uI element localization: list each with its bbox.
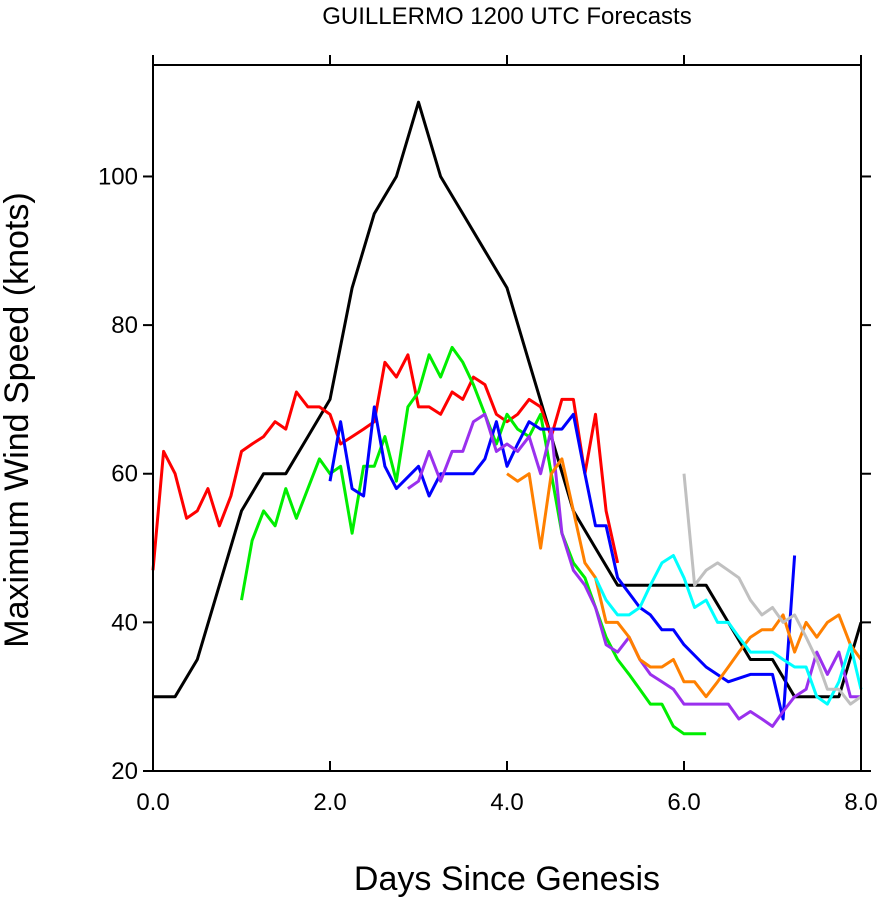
forecast-series-line [594, 554, 863, 706]
x-tick-label: 4.0 [490, 789, 523, 816]
ticks-layer: 0.0 2.0 4.0 6.0 8.0 20 40 60 80 100 [98, 55, 878, 816]
forecast-series-line [240, 345, 707, 736]
forecast-series-line [151, 353, 620, 571]
y-tick-label: 20 [111, 758, 138, 785]
forecast-series-line [407, 412, 861, 728]
forecast-series-line [682, 473, 862, 706]
x-axis-label: Days Since Genesis [354, 860, 660, 898]
y-tick-label: 40 [111, 609, 138, 636]
x-tick-label: 6.0 [667, 789, 700, 816]
x-tick-label: 0.0 [136, 789, 169, 816]
chart-title: GUILLERMO 1200 UTC Forecasts [322, 3, 691, 30]
forecast-series-line [328, 405, 797, 721]
y-tick-label: 60 [111, 461, 138, 488]
y-tick-label: 100 [98, 163, 138, 190]
y-axis-label: Maximum Wind Speed (knots) [0, 192, 36, 647]
y-tick-label: 80 [111, 312, 138, 339]
x-tick-label: 2.0 [313, 789, 346, 816]
x-tick-label: 8.0 [844, 789, 877, 816]
series-layer [151, 100, 863, 736]
